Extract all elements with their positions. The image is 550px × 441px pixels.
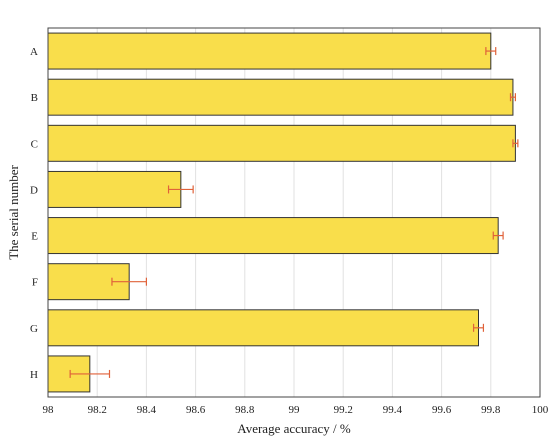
y-tick-label-G: G [30,323,38,335]
y-tick-label-C: C [31,138,38,150]
bar-A [47,32,492,70]
error-bars-group [69,47,519,378]
y-tick-label-D: D [30,184,38,196]
x-tick-labels: 98 98.2 98.4 98.6 98.8 99 99.2 99.4 99.6 99.8 100 [43,404,549,416]
x-tick-label: 98.2 [88,404,107,416]
x-tick-label: 98.6 [186,404,206,416]
y-tick-label-B: B [31,92,38,104]
bar-B [47,78,514,116]
bar-G [47,309,479,347]
x-tick-label: 99.4 [383,404,403,416]
x-tick-label: 100 [532,404,549,416]
y-tick-label-H: H [30,369,38,381]
x-tick-label: 99 [289,404,301,416]
bar-D [47,170,182,208]
x-tick-label: 98.4 [137,404,157,416]
x-tick-label: 99.2 [334,404,353,416]
y-tick-label-A: A [30,46,38,58]
y-axis-label: The serial number [6,165,21,260]
x-axis-label: Average accuracy / % [237,421,351,436]
x-tick-label: 99.6 [432,404,452,416]
bars-group [47,32,516,393]
x-tick-label: 98 [43,404,55,416]
y-tick-labels: A B C D E F G H [30,46,38,381]
bar-C [47,124,516,162]
bar-E [47,217,499,255]
x-tick-label: 98.8 [235,404,255,416]
y-tick-label-F: F [32,277,38,289]
y-tick-label-E: E [31,231,38,243]
plot-frame [47,27,541,398]
x-tick-label: 99.8 [481,404,501,416]
